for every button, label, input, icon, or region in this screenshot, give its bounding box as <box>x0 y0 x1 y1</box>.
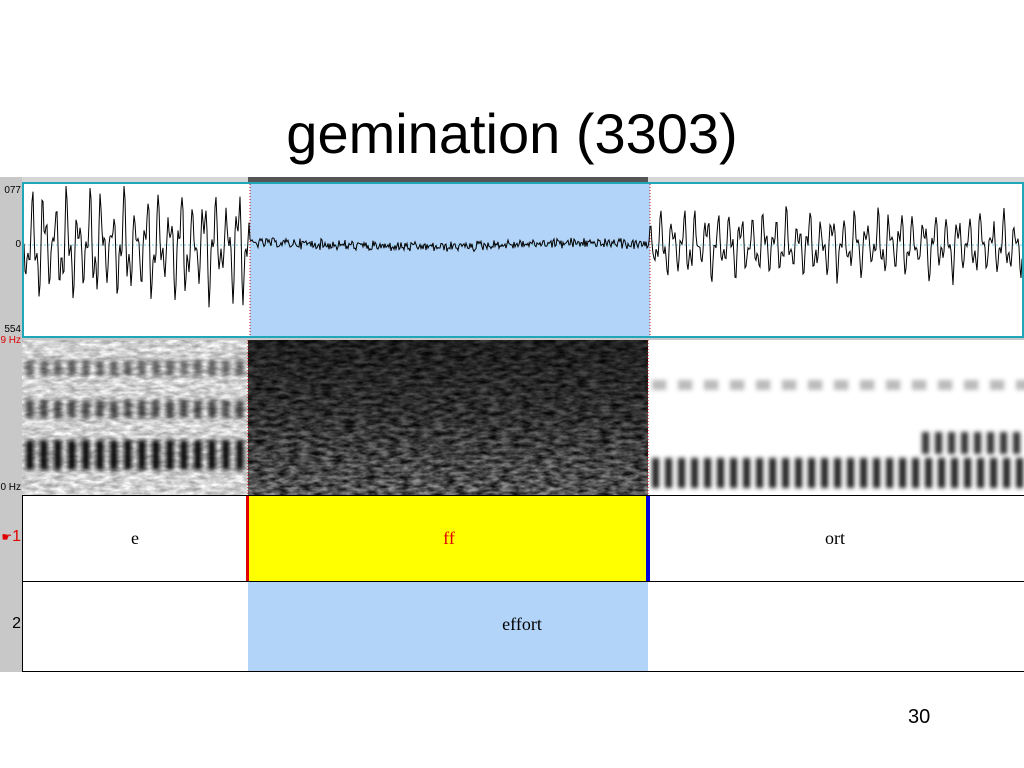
waveform-trace <box>24 185 1022 308</box>
tier-2-words[interactable]: effort <box>22 582 1024 672</box>
spectrogram-right-vowel <box>652 380 1024 488</box>
praat-textgrid-editor[interactable]: 077 0 554 9 Hz 0 Hz ☛1 2 <box>0 177 1024 672</box>
tier-1-segments[interactable]: e ff ort <box>22 495 1024 582</box>
tier-1-selected-interval-bg <box>248 496 648 581</box>
tier-1-number[interactable]: ☛1 <box>0 528 21 546</box>
waveform-graphic <box>24 184 1022 336</box>
tier-left-border <box>22 495 23 672</box>
waveform-zero-label: 0 <box>15 239 21 250</box>
spectrogram-top-freq-label: 9 Hz <box>0 335 21 346</box>
pointing-hand-icon: ☛ <box>1 530 13 544</box>
tier-2-selection-highlight <box>248 582 648 671</box>
tier-1-interval-ort[interactable]: ort <box>825 528 845 548</box>
selection-start-marker[interactable] <box>246 496 249 581</box>
slide-title: gemination (3303) <box>286 102 738 165</box>
spectrogram-graphic <box>22 340 1024 495</box>
waveform-max-label: 077 <box>4 185 21 196</box>
page-number: 30 <box>908 706 931 728</box>
spectrogram-bottom-freq-label: 0 Hz <box>0 482 21 493</box>
tier-1-interval-e[interactable]: e <box>131 528 139 548</box>
waveform-panel[interactable] <box>22 182 1024 338</box>
tier-2-interval-effort[interactable]: effort <box>502 614 542 634</box>
selection-top-bar <box>248 177 648 182</box>
waveform-min-label: 554 <box>4 324 21 335</box>
spectrogram-panel[interactable] <box>22 340 1024 495</box>
selection-highlight-waveform <box>250 184 650 336</box>
tier-1-interval-ff[interactable]: ff <box>443 528 455 548</box>
tier-1-number-text: 1 <box>12 528 21 545</box>
selection-end-marker[interactable] <box>646 496 650 581</box>
tier-2-number[interactable]: 2 <box>12 615 21 632</box>
